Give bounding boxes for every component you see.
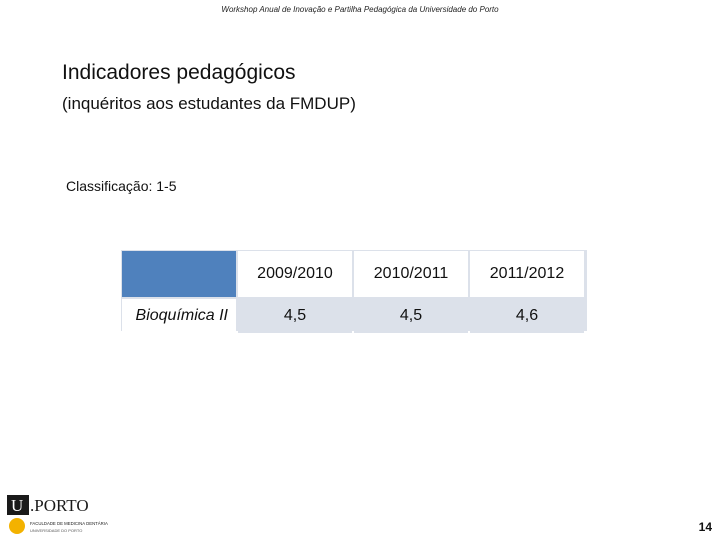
logo-university-text: UNIVERSIDADE DO PORTO — [30, 528, 82, 533]
logo-faculty-text: FACULDADE DE MEDICINA DENTÁRIA — [30, 521, 108, 526]
page-number: 14 — [698, 520, 712, 534]
logo-block — [7, 495, 29, 515]
value-cell: 4,5 — [354, 299, 468, 333]
year-header: 2010/2011 — [354, 251, 468, 297]
logo-circle-icon — [9, 518, 25, 534]
slide-title: Indicadores pedagógicos — [62, 61, 296, 84]
header-corner-cell — [122, 251, 236, 297]
workshop-header: Workshop Anual de Inovação e Partilha Pe… — [221, 5, 499, 14]
classification-scale: Classificação: 1-5 — [66, 178, 177, 194]
table-header-row: 2009/2010 2010/2011 2011/2012 — [122, 251, 584, 297]
indicators-table: 2009/2010 2010/2011 2011/2012 Bioquímica… — [120, 249, 586, 335]
year-header: 2009/2010 — [238, 251, 352, 297]
row-label-cell: Bioquímica II — [122, 299, 236, 333]
logo-porto-text: .PORTO — [30, 496, 89, 515]
uporto-logo: U .PORTO FACULDADE DE MEDICINA DENTÁRIA … — [6, 493, 126, 537]
logo-u-letter: U — [11, 496, 23, 515]
value-cell: 4,5 — [238, 299, 352, 333]
year-header: 2011/2012 — [470, 251, 584, 297]
table-row: Bioquímica II 4,5 4,5 4,6 — [122, 299, 584, 333]
slide-subtitle: (inquéritos aos estudantes da FMDUP) — [62, 94, 356, 113]
course-name: Bioquímica II — [135, 307, 228, 324]
value-cell: 4,6 — [470, 299, 584, 333]
uporto-logo-graphic: U .PORTO FACULDADE DE MEDICINA DENTÁRIA … — [7, 495, 108, 534]
